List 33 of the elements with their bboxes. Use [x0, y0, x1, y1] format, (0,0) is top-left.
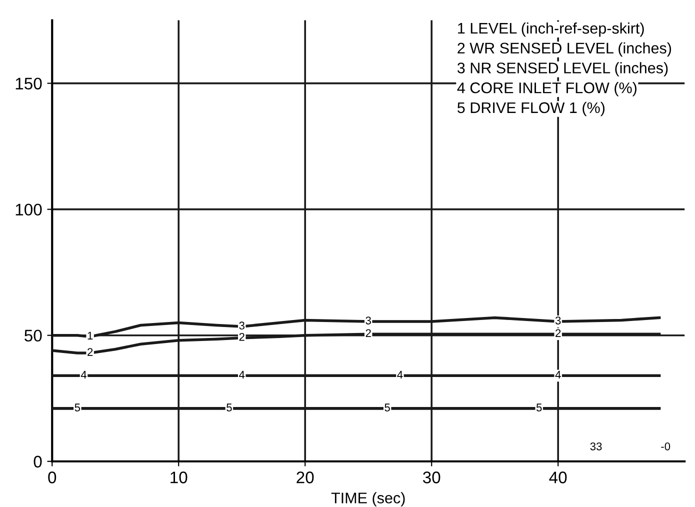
- x-tick-label: 0: [48, 472, 56, 484]
- annotation: 5: [74, 404, 80, 412]
- annotation: 2 WR SENSED LEVEL (inches): [458, 42, 672, 57]
- annotation: 4: [80, 370, 87, 379]
- x-tick-label: 30: [422, 472, 440, 484]
- x-tick-label: 10: [170, 472, 188, 484]
- annotation: 3: [239, 322, 244, 330]
- annotation: 3 NR SENSED LEVEL (inches): [457, 62, 668, 76]
- annotation: 33: [590, 442, 602, 450]
- y-tick-label: 0: [34, 456, 42, 468]
- annotation: 4 CORE INLET FLOW (%): [457, 82, 636, 96]
- annotation: 2: [556, 329, 561, 337]
- annotation: 2: [88, 348, 93, 356]
- y-tick-label: 100: [16, 204, 42, 216]
- annotation: 5: [226, 404, 232, 412]
- annotation: 1: [88, 332, 93, 340]
- annotation: 4: [239, 370, 245, 379]
- annotation: -0: [661, 442, 670, 450]
- annotation: 2: [366, 329, 371, 337]
- x-tick-label: 40: [549, 472, 567, 484]
- annotation: 5: [384, 404, 390, 412]
- annotation: 5: [536, 404, 542, 412]
- annotation: 2: [239, 332, 244, 341]
- annotation: 4: [397, 370, 403, 379]
- x-tick-label: 20: [296, 472, 314, 484]
- annotation: 3: [555, 316, 561, 324]
- annotation: 3: [366, 316, 371, 324]
- y-tick-label: 50: [24, 330, 42, 342]
- x-axis-title: TIME (sec): [331, 492, 405, 506]
- annotation: 5 DRIVE FLOW 1 (%): [458, 102, 604, 116]
- annotation: 1 LEVEL (inch-ref-sep-skirt): [458, 22, 644, 37]
- y-tick-label: 150: [16, 78, 42, 90]
- annotation: 4: [555, 370, 561, 379]
